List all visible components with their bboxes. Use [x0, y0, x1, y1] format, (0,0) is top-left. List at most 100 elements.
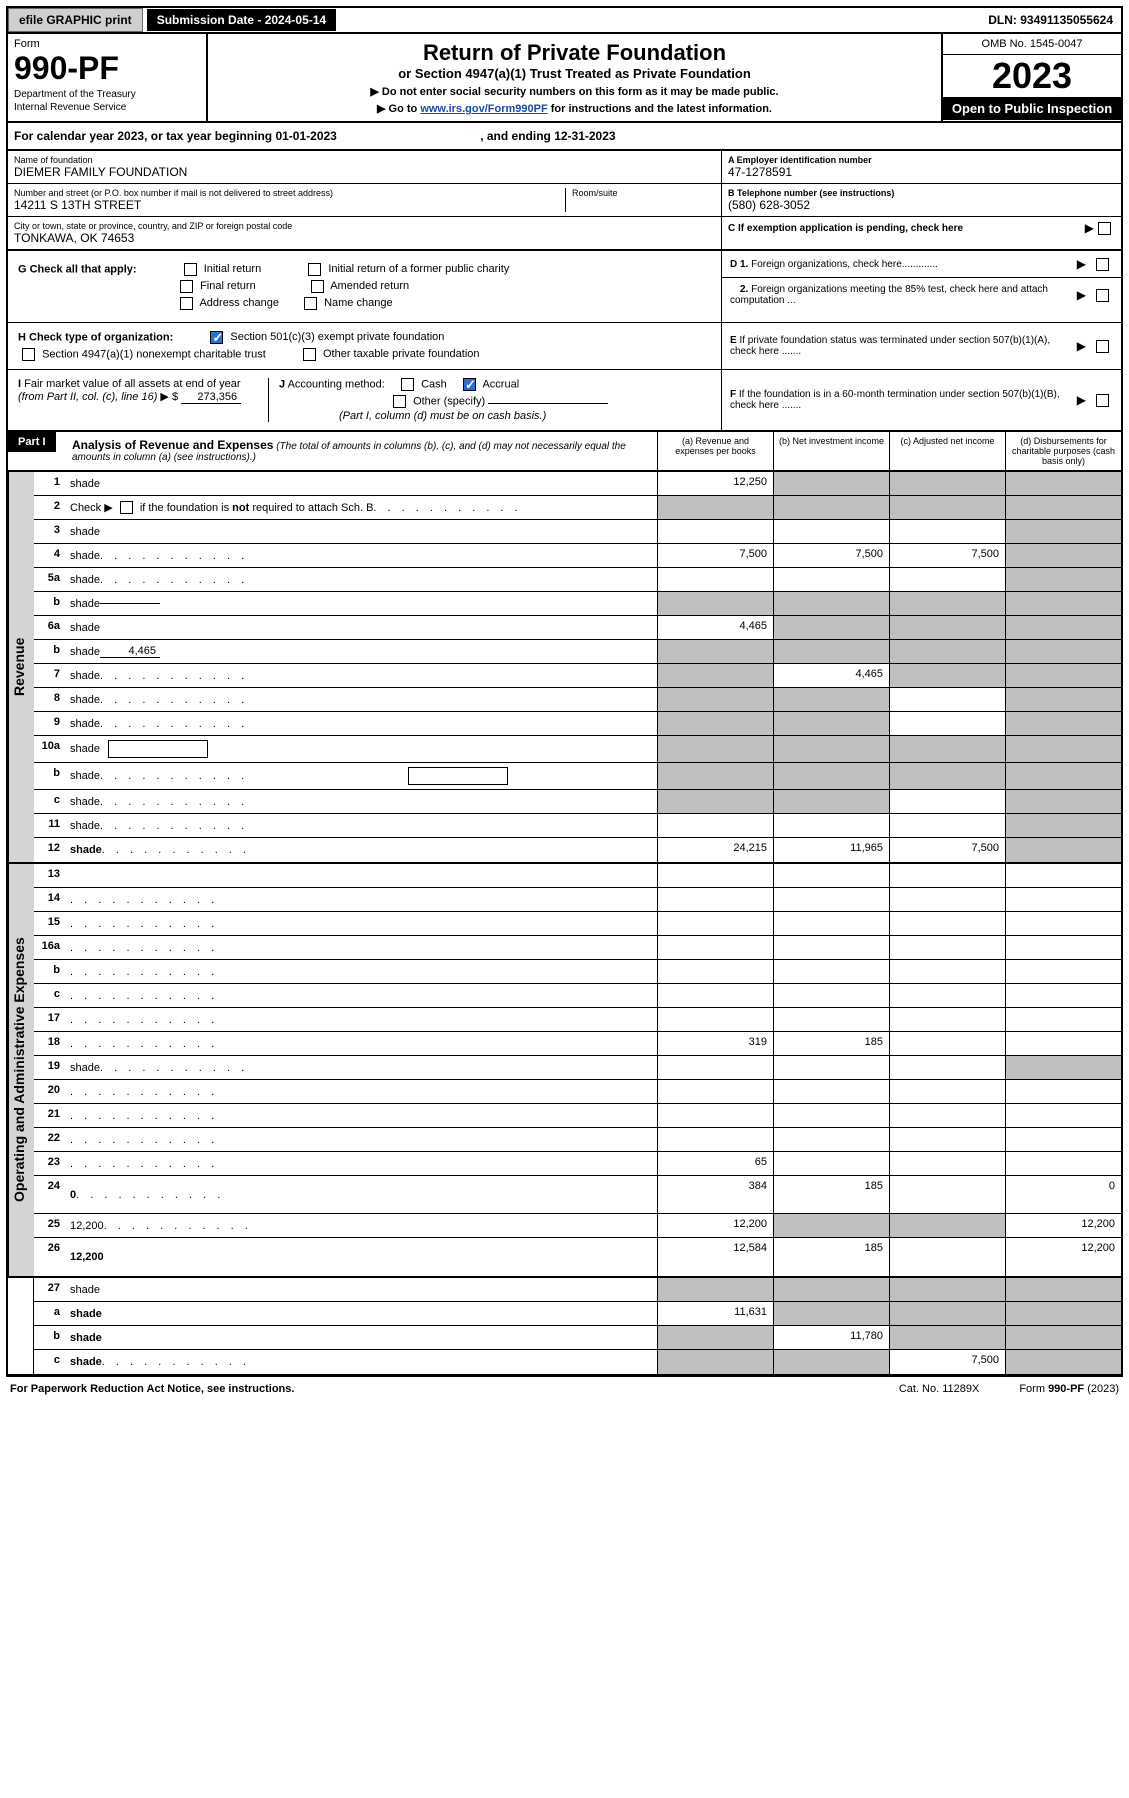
g-initial-former-checkbox[interactable]	[308, 263, 321, 276]
line-number: c	[34, 790, 66, 813]
j-accrual-checkbox[interactable]	[463, 378, 476, 391]
amount-cell	[657, 790, 773, 813]
j-cash-checkbox[interactable]	[401, 378, 414, 391]
table-row: 20 . . . . . . . . . . .	[34, 1080, 1121, 1104]
g-opt-3: Amended return	[330, 280, 409, 292]
table-row: 4shade . . . . . . . . . . .7,5007,5007,…	[34, 544, 1121, 568]
table-row: 7shade . . . . . . . . . . .4,465	[34, 664, 1121, 688]
amount-cell	[657, 736, 773, 762]
amount-cell	[1005, 1032, 1121, 1055]
g-final-checkbox[interactable]	[180, 280, 193, 293]
h-501c3-checkbox[interactable]	[210, 331, 223, 344]
amount-cell	[889, 1238, 1005, 1276]
table-row: b . . . . . . . . . . .	[34, 960, 1121, 984]
line-description: shade	[66, 472, 657, 495]
amount-cell	[1005, 864, 1121, 887]
amount-cell	[1005, 640, 1121, 663]
table-row: ashade11,631	[34, 1302, 1121, 1326]
amount-cell	[1005, 984, 1121, 1007]
table-row: 23 . . . . . . . . . . .65	[34, 1152, 1121, 1176]
amount-cell	[773, 936, 889, 959]
amount-cell	[1005, 664, 1121, 687]
amount-cell	[889, 1302, 1005, 1325]
amount-cell	[773, 1104, 889, 1127]
amount-cell	[1005, 712, 1121, 735]
efile-print-button[interactable]: efile GRAPHIC print	[8, 8, 143, 32]
table-row: 16a . . . . . . . . . . .	[34, 936, 1121, 960]
amount-cell	[773, 520, 889, 543]
d2-checkbox[interactable]	[1096, 289, 1109, 302]
arrow-icon: ▶	[1085, 221, 1094, 235]
line-description: . . . . . . . . . . .	[66, 984, 657, 1007]
amount-cell	[657, 568, 773, 591]
amount-cell	[889, 688, 1005, 711]
g-address-checkbox[interactable]	[180, 297, 193, 310]
line-number: c	[34, 1350, 66, 1374]
inline-value: 4,465	[100, 645, 160, 658]
table-row: 18 . . . . . . . . . . .319185	[34, 1032, 1121, 1056]
line-description: . . . . . . . . . . .	[66, 1080, 657, 1103]
amount-cell: 4,465	[657, 616, 773, 639]
line-number: 18	[34, 1032, 66, 1055]
table-row: bshade11,780	[34, 1326, 1121, 1350]
amount-cell	[657, 688, 773, 711]
amount-cell	[657, 1008, 773, 1031]
amount-cell	[889, 790, 1005, 813]
amount-cell	[773, 640, 889, 663]
c-checkbox[interactable]	[1098, 222, 1111, 235]
part1-label: Part I	[8, 432, 56, 452]
g-name-checkbox[interactable]	[304, 297, 317, 310]
table-row: bshade . . . . . . . . . . .	[34, 763, 1121, 790]
table-row: 11shade . . . . . . . . . . .	[34, 814, 1121, 838]
line-number: 27	[34, 1278, 66, 1301]
dept-irs: Internal Revenue Service	[14, 102, 200, 113]
table-row: 240 . . . . . . . . . . .3841850	[34, 1176, 1121, 1214]
line-description: shade . . . . . . . . . . .	[66, 838, 657, 862]
g-initial-checkbox[interactable]	[184, 263, 197, 276]
line-description: . . . . . . . . . . .	[66, 1128, 657, 1151]
f-checkbox[interactable]	[1096, 394, 1109, 407]
h-4947-checkbox[interactable]	[22, 348, 35, 361]
amount-cell	[1005, 592, 1121, 615]
open-inspection: Open to Public Inspection	[943, 97, 1121, 120]
form-subtitle: or Section 4947(a)(1) Trust Treated as P…	[218, 66, 931, 81]
g-opt-5: Name change	[324, 297, 393, 309]
amount-cell: 11,631	[657, 1302, 773, 1325]
amount-cell	[773, 568, 889, 591]
g-amended-checkbox[interactable]	[311, 280, 324, 293]
d1-checkbox[interactable]	[1096, 258, 1109, 271]
amount-cell	[657, 592, 773, 615]
dept-treasury: Department of the Treasury	[14, 89, 200, 100]
j-other-checkbox[interactable]	[393, 395, 406, 408]
revenue-side-label: Revenue	[8, 472, 34, 862]
amount-cell: 65	[657, 1152, 773, 1175]
irs-link[interactable]: www.irs.gov/Form990PF	[420, 103, 547, 115]
j-note: (Part I, column (d) must be on cash basi…	[279, 410, 711, 422]
g-opt-1: Initial return of a former public charit…	[328, 263, 509, 275]
amount-cell: 11,780	[773, 1326, 889, 1349]
g-row: G Check all that apply: Initial return I…	[18, 263, 711, 276]
footer-form: Form 990-PF (2023)	[1019, 1383, 1119, 1395]
revenue-table: Revenue 1shade12,2502Check ▶ if the foun…	[6, 472, 1123, 864]
line-number: 17	[34, 1008, 66, 1031]
amount-cell	[1005, 496, 1121, 519]
line-description: shade	[66, 1326, 657, 1349]
amount-cell	[657, 912, 773, 935]
amount-cell	[773, 472, 889, 495]
table-row: 27shade	[34, 1278, 1121, 1302]
line-number: b	[34, 960, 66, 983]
table-row: 2612,20012,58418512,200	[34, 1238, 1121, 1276]
sch-b-checkbox[interactable]	[120, 501, 133, 514]
line-description: shade . . . . . . . . . . .	[66, 814, 657, 837]
j-accrual-label: Accrual	[482, 378, 519, 390]
d2-label: D 2. Foreign organizations meeting the 8…	[730, 284, 1077, 306]
amount-cell: 12,584	[657, 1238, 773, 1276]
amount-cell	[657, 1080, 773, 1103]
amount-cell	[657, 1350, 773, 1374]
amount-cell	[1005, 1056, 1121, 1079]
amount-cell: 7,500	[657, 544, 773, 567]
h-other-checkbox[interactable]	[303, 348, 316, 361]
e-checkbox[interactable]	[1096, 340, 1109, 353]
g-opt-0: Initial return	[204, 263, 261, 275]
line-number: 5a	[34, 568, 66, 591]
